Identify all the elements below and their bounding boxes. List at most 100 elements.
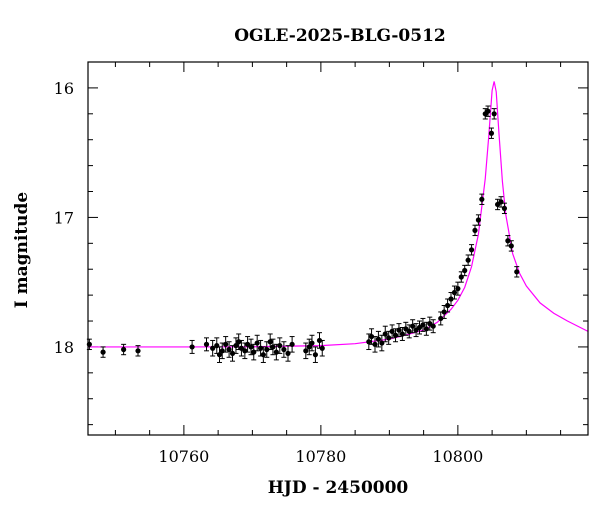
point-marker xyxy=(270,344,276,350)
data-point xyxy=(203,337,210,352)
data-points xyxy=(86,105,520,363)
model-curve xyxy=(88,81,589,348)
point-marker xyxy=(410,323,416,329)
data-point xyxy=(210,339,216,357)
point-marker xyxy=(472,227,478,233)
data-point xyxy=(316,332,323,349)
y-tick-label: 16 xyxy=(54,79,74,98)
data-point xyxy=(260,346,266,363)
data-point xyxy=(427,316,433,331)
data-point xyxy=(309,334,315,352)
data-point xyxy=(396,323,402,338)
point-marker xyxy=(189,344,195,350)
point-marker xyxy=(289,341,295,347)
data-point xyxy=(244,336,251,353)
point-marker xyxy=(444,302,451,309)
point-marker xyxy=(285,350,291,357)
data-point xyxy=(382,325,388,343)
point-marker xyxy=(254,340,260,346)
point-marker xyxy=(242,348,248,354)
point-marker xyxy=(514,269,520,275)
point-marker xyxy=(366,339,372,345)
data-point xyxy=(312,346,318,363)
point-marker xyxy=(392,332,399,338)
y-axis-label: I magnitude xyxy=(12,192,32,309)
point-marker xyxy=(306,344,312,350)
data-point xyxy=(226,341,232,358)
point-marker xyxy=(303,348,309,354)
data-point xyxy=(270,338,276,356)
point-marker xyxy=(309,340,315,346)
data-point xyxy=(267,333,273,351)
x-tick-label: 10800 xyxy=(432,447,483,466)
point-marker xyxy=(430,323,436,329)
point-marker xyxy=(382,331,388,337)
data-point xyxy=(420,317,426,332)
data-point xyxy=(216,346,223,363)
model-curve-group xyxy=(88,81,589,348)
data-point xyxy=(438,311,444,326)
point-marker xyxy=(441,309,447,315)
data-point xyxy=(372,336,378,353)
point-marker xyxy=(219,348,225,354)
point-marker xyxy=(260,352,266,358)
data-point xyxy=(451,285,458,300)
point-marker xyxy=(498,199,504,205)
point-marker xyxy=(233,343,239,349)
point-marker xyxy=(210,345,216,351)
point-marker xyxy=(420,322,426,328)
data-point xyxy=(254,334,260,352)
point-marker xyxy=(386,335,392,341)
data-point xyxy=(458,271,464,283)
point-marker xyxy=(229,350,236,357)
plot-frame xyxy=(87,61,589,436)
data-point xyxy=(223,336,229,353)
data-point xyxy=(303,342,309,360)
y-tick-label: 18 xyxy=(54,338,74,357)
data-point xyxy=(479,193,485,205)
data-point xyxy=(475,214,482,226)
data-point xyxy=(501,202,508,215)
data-point xyxy=(285,345,291,362)
data-point xyxy=(375,330,382,348)
data-point xyxy=(319,339,325,357)
data-point xyxy=(472,224,478,237)
data-point xyxy=(366,333,372,351)
data-point xyxy=(389,324,395,339)
data-point xyxy=(135,345,141,357)
data-point xyxy=(229,345,236,362)
data-point xyxy=(121,343,127,356)
point-marker xyxy=(389,328,395,334)
point-marker xyxy=(203,341,210,347)
point-marker xyxy=(135,348,141,354)
point-marker xyxy=(451,289,458,296)
x-axis-label: HJD - 2450000 xyxy=(268,478,409,498)
data-point xyxy=(488,127,495,139)
data-point xyxy=(468,244,475,256)
data-point xyxy=(368,328,375,345)
data-point xyxy=(277,337,283,354)
point-marker xyxy=(508,243,514,249)
point-marker xyxy=(251,349,257,355)
point-marker xyxy=(273,349,279,355)
data-point xyxy=(386,330,392,345)
point-marker xyxy=(455,286,461,292)
data-point xyxy=(100,346,106,358)
point-marker xyxy=(267,339,273,345)
point-marker xyxy=(277,343,283,349)
data-point xyxy=(248,338,254,356)
point-marker xyxy=(485,108,491,114)
point-marker xyxy=(281,346,287,353)
point-marker xyxy=(258,345,264,351)
point-marker xyxy=(399,331,405,337)
point-marker xyxy=(491,111,497,117)
data-point xyxy=(430,319,436,334)
data-point xyxy=(465,254,471,266)
point-marker xyxy=(223,341,229,347)
data-point xyxy=(514,266,520,278)
point-marker xyxy=(121,346,127,353)
point-marker xyxy=(501,205,508,211)
tick-labels: 10760 10780 10800 16 17 18 xyxy=(54,79,484,466)
data-point xyxy=(444,298,451,313)
point-marker xyxy=(479,196,485,202)
